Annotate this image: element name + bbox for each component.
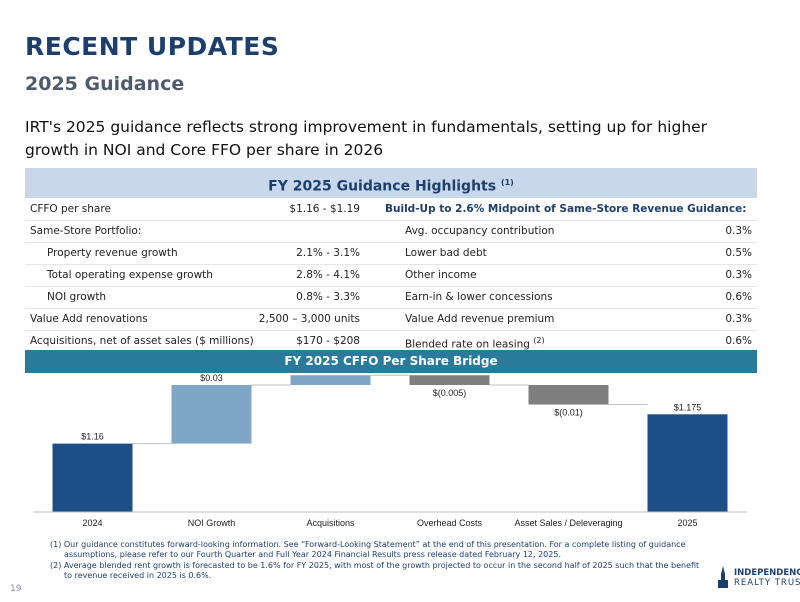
row-value: 2.1% - 3.1% — [296, 247, 360, 259]
row-label: Avg. occupancy contribution — [405, 220, 554, 242]
bar — [647, 414, 728, 512]
row-value: 0.5% — [725, 247, 752, 259]
x-tick-label: Asset Sales / Deleveraging — [514, 518, 622, 528]
logo-shape — [718, 566, 728, 588]
row-value: 0.6% — [725, 335, 752, 347]
value-label: $1.16 — [81, 432, 104, 442]
row-label-text: Value Add revenue premium — [405, 313, 555, 325]
row-separator — [25, 308, 757, 309]
row-label: Blended rate on leasing (2) — [405, 330, 545, 352]
row-label-text: Avg. occupancy contribution — [405, 225, 555, 237]
table-header: FY 2025 Guidance Highlights (1) — [25, 168, 757, 198]
footnote: (1) Our guidance constitutes forward-loo… — [50, 540, 686, 559]
value-label: $(0.005) — [433, 388, 467, 398]
row-separator — [25, 220, 757, 221]
x-tick-label: Acquisitions — [306, 518, 355, 528]
value-label: $0.03 — [200, 373, 223, 383]
row-value: 0.6% — [725, 291, 752, 303]
row-value: $170 - $208 — [296, 335, 360, 347]
x-tick-label: Overhead Costs — [417, 518, 483, 528]
logo-icon — [716, 566, 730, 588]
row-label: NOI growth — [47, 291, 107, 303]
row-value: 0.3% — [725, 269, 752, 281]
x-tick-label: 2025 — [677, 518, 697, 528]
row-label: Other income — [405, 264, 477, 286]
logo-text: INDEPENDENCEREALTY TRUST — [734, 568, 800, 588]
intro: IRT's 2025 guidance reflects strong impr… — [25, 118, 708, 159]
logo-line: REALTY TRUST — [734, 578, 800, 588]
row-separator — [25, 286, 757, 287]
right-title: Build-Up to 2.6% Midpoint of Same-Store … — [385, 203, 747, 215]
bar — [171, 385, 252, 444]
row-label-text: Earn-in & lower concessions — [405, 291, 553, 303]
footnote: (2) Average blended rent growth is forec… — [50, 561, 700, 580]
row-label: Earn-in & lower concessions — [405, 286, 553, 308]
row-label: Acquisitions, net of asset sales ($ mill… — [30, 335, 254, 347]
bar — [290, 375, 371, 385]
row-label: Property revenue growth — [47, 247, 178, 259]
x-tick-label: 2024 — [82, 518, 102, 528]
subtitle: 2025 Guidance — [25, 73, 185, 95]
note-ref: (1) — [500, 178, 514, 187]
table-title: FY 2025 Guidance Highlights — [268, 178, 497, 195]
x-tick-label: NOI Growth — [188, 518, 236, 528]
row-label: Value Add renovations — [30, 313, 148, 325]
row-label-text: Lower bad debt — [405, 247, 487, 259]
row-label: Lower bad debt — [405, 242, 487, 264]
value-label: $1.175 — [674, 402, 702, 412]
chart-header: FY 2025 CFFO Per Share Bridge — [25, 350, 757, 373]
bar — [52, 443, 133, 512]
bar — [409, 375, 490, 385]
row-separator — [25, 264, 757, 265]
row-separator — [25, 242, 757, 243]
row-separator — [25, 330, 757, 331]
row-label: Total operating expense growth — [47, 269, 213, 281]
row-label: Value Add revenue premium — [405, 308, 554, 330]
row-label: CFFO per share — [30, 203, 111, 215]
row-value: 2.8% - 4.1% — [296, 269, 360, 281]
row-value: 0.8% - 3.3% — [296, 291, 360, 303]
page-number: 19 — [10, 584, 22, 594]
row-value: $1.16 - $1.19 — [289, 203, 360, 215]
row-label: Same-Store Portfolio: — [30, 225, 142, 237]
value-label: $(0.01) — [554, 408, 583, 418]
logo-line: INDEPENDENCE — [734, 568, 800, 578]
bar — [528, 385, 609, 405]
row-value: 0.3% — [725, 313, 752, 325]
row-label-text: Blended rate on leasing — [405, 338, 530, 351]
row-label-text: Other income — [405, 269, 477, 281]
title: RECENT UPDATES — [25, 32, 280, 61]
logo-mark — [718, 566, 728, 588]
row-value: 0.3% — [725, 225, 752, 237]
row-value: 2,500 – 3,000 units — [258, 313, 360, 325]
note-ref: (2) — [533, 336, 545, 345]
